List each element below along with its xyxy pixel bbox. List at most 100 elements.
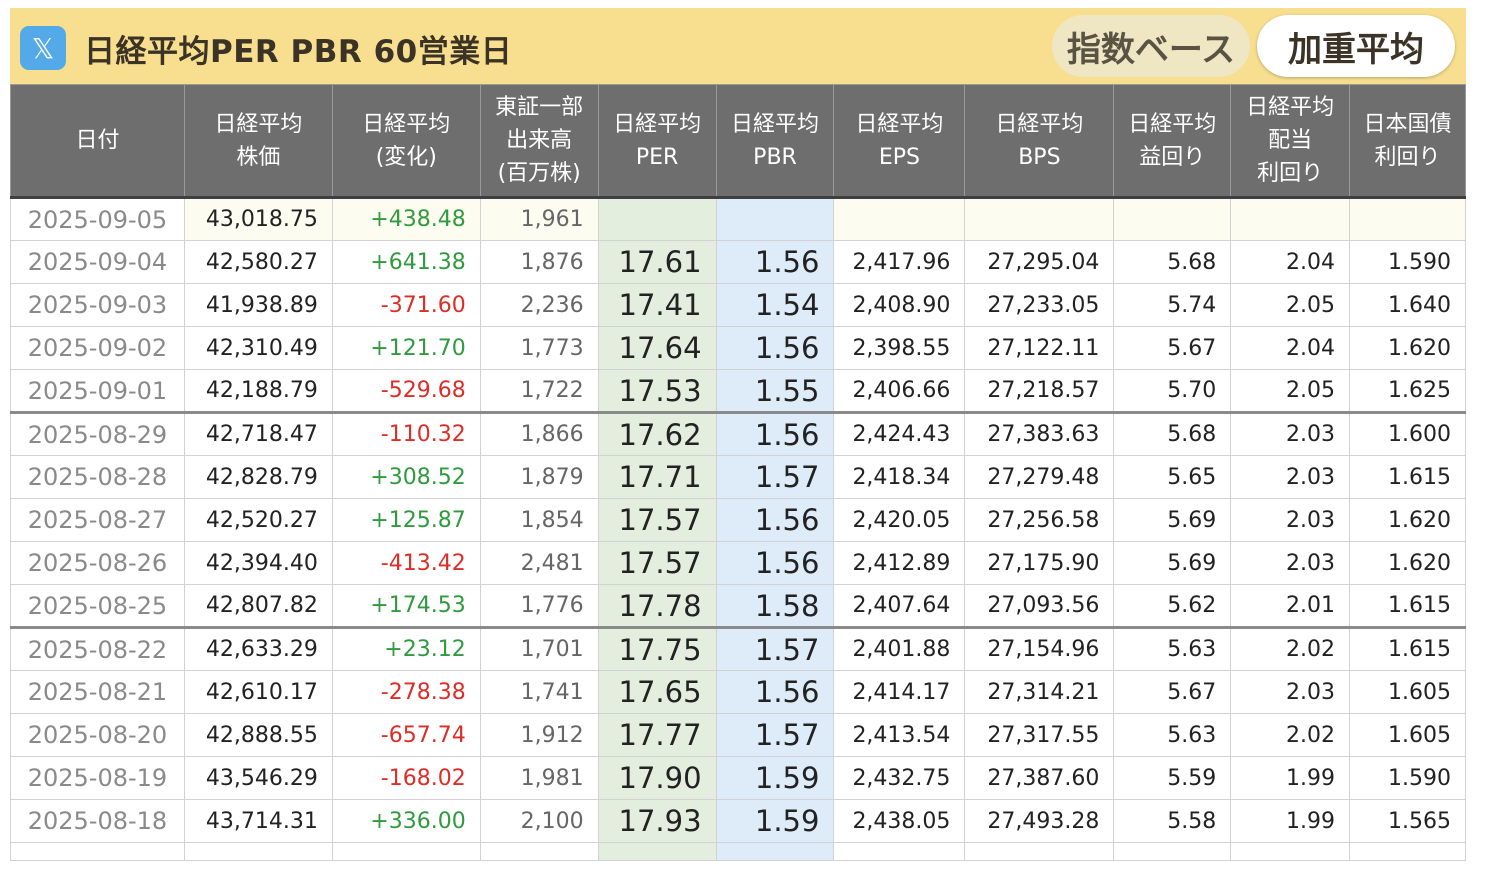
table-row: 2025-08-20 42,888.55 -657.74 1,912 17.77 1.57… (10, 713, 1466, 757)
cell-dividend-yield: 2.03 (1230, 670, 1351, 714)
cell-earnings-yield: 5.69 (1113, 498, 1232, 542)
cell-date: 2025-09-04 (10, 240, 185, 284)
table-row: 2025-09-03 41,938.89 -371.60 2,236 17.41 1.54… (10, 283, 1466, 327)
cell-change: +308.52 (331, 455, 481, 499)
cell-date: 2025-09-02 (10, 326, 185, 370)
cell-price: 42,888.55 (183, 713, 333, 757)
cell-earnings-yield: 5.63 (1113, 713, 1232, 757)
cell-volume: 1,854 (479, 498, 599, 542)
index-base-button[interactable]: 指数ベース (1052, 15, 1250, 77)
table-row: 2025-08-29 42,718.47 -110.32 1,866 17.62 1.56… (10, 411, 1466, 456)
cell-volume: 2,100 (479, 799, 599, 843)
cell-bps: 27,256.58 (964, 498, 1115, 542)
cell-volume: 2,236 (479, 283, 599, 327)
cell-change: -371.60 (331, 283, 481, 327)
cell-bps: 27,387.60 (964, 756, 1115, 800)
cell-date (10, 842, 185, 861)
cell-price: 42,520.27 (183, 498, 333, 542)
cell-eps: 2,417.96 (833, 240, 966, 284)
cell-pbr: 1.58 (715, 584, 835, 628)
cell-price: 42,610.17 (183, 670, 333, 714)
table-row: 2025-08-25 42,807.82 +174.53 1,776 17.78 1.58… (10, 584, 1466, 628)
cell-jgb-yield: 1.620 (1349, 326, 1466, 370)
cell-eps: 2,432.75 (833, 756, 966, 800)
cell-eps: 2,398.55 (833, 326, 966, 370)
cell-dividend-yield: 2.03 (1230, 498, 1351, 542)
cell-change: +438.48 (331, 197, 481, 241)
cell-volume: 1,866 (479, 411, 599, 456)
column-header-volume: 東証一部 出来高 (百万株) (479, 84, 599, 199)
cell-bps: 27,383.63 (964, 411, 1115, 456)
per-pbr-table: 日付 日経平均 株価 日経平均 (変化) 東証一部 出来高 (百万株) 日経平均 PER… (10, 84, 1466, 861)
cell-volume: 1,879 (479, 455, 599, 499)
cell-pbr: 1.59 (715, 756, 835, 800)
cell-eps: 2,420.05 (833, 498, 966, 542)
cell-dividend-yield: 2.05 (1230, 369, 1351, 413)
cell-jgb-yield: 1.615 (1349, 455, 1466, 499)
table-row: 2025-08-28 42,828.79 +308.52 1,879 17.71 1.57… (10, 455, 1466, 499)
cell-dividend-yield: 1.99 (1230, 799, 1351, 843)
cell-date: 2025-08-27 (10, 498, 185, 542)
cell-earnings-yield: 5.67 (1113, 670, 1232, 714)
cell-jgb-yield (1349, 197, 1466, 241)
cell-dividend-yield: 2.05 (1230, 283, 1351, 327)
cell-jgb-yield: 1.605 (1349, 670, 1466, 714)
cell-earnings-yield: 5.62 (1113, 584, 1232, 628)
cell-per: 17.93 (597, 799, 717, 843)
cell-volume: 1,773 (479, 326, 599, 370)
cell-price (183, 842, 333, 861)
weighted-average-button[interactable]: 加重平均 (1257, 15, 1455, 77)
cell-volume: 2,481 (479, 541, 599, 585)
cell-jgb-yield: 1.565 (1349, 799, 1466, 843)
column-header-per: 日経平均 PER (597, 84, 717, 199)
cell-earnings-yield (1113, 197, 1232, 241)
cell-jgb-yield: 1.615 (1349, 626, 1466, 671)
table-row: 2025-09-05 43,018.75 +438.48 1,961 (10, 197, 1466, 241)
cell-bps: 27,154.96 (964, 626, 1115, 671)
cell-date: 2025-09-01 (10, 369, 185, 413)
table-row: 2025-08-18 43,714.31 +336.00 2,100 17.93 1.59… (10, 799, 1466, 843)
cell-earnings-yield: 5.68 (1113, 240, 1232, 284)
table-body: 2025-09-05 43,018.75 +438.48 1,961 2025-09-0… (10, 197, 1466, 861)
table-row: 2025-09-02 42,310.49 +121.70 1,773 17.64 1.56… (10, 326, 1466, 370)
cell-eps: 2,414.17 (833, 670, 966, 714)
cell-per: 17.64 (597, 326, 717, 370)
cell-change: -110.32 (331, 411, 481, 456)
cell-eps: 2,413.54 (833, 713, 966, 757)
cell-eps: 2,406.66 (833, 369, 966, 413)
column-header-price: 日経平均 株価 (183, 84, 333, 199)
cell-price: 43,714.31 (183, 799, 333, 843)
cell-earnings-yield: 5.69 (1113, 541, 1232, 585)
cell-date: 2025-08-19 (10, 756, 185, 800)
cell-price: 43,546.29 (183, 756, 333, 800)
cell-per (597, 842, 717, 861)
cell-volume: 1,912 (479, 713, 599, 757)
cell-jgb-yield: 1.620 (1349, 498, 1466, 542)
cell-dividend-yield: 2.03 (1230, 541, 1351, 585)
cell-dividend-yield: 2.02 (1230, 626, 1351, 671)
cell-volume: 1,961 (479, 197, 599, 241)
cell-per: 17.41 (597, 283, 717, 327)
cell-dividend-yield: 2.04 (1230, 326, 1351, 370)
cell-change: +23.12 (331, 626, 481, 671)
cell-change: -413.42 (331, 541, 481, 585)
table-row: 2025-08-19 43,546.29 -168.02 1,981 17.90 1.59… (10, 756, 1466, 800)
cell-bps (964, 197, 1115, 241)
cell-pbr: 1.54 (715, 283, 835, 327)
cell-jgb-yield: 1.600 (1349, 411, 1466, 456)
cell-price: 42,310.49 (183, 326, 333, 370)
cell-eps: 2,438.05 (833, 799, 966, 843)
cell-pbr: 1.57 (715, 626, 835, 671)
cell-dividend-yield: 2.01 (1230, 584, 1351, 628)
cell-jgb-yield: 1.625 (1349, 369, 1466, 413)
cell-bps: 27,279.48 (964, 455, 1115, 499)
cell-per: 17.71 (597, 455, 717, 499)
cell-date: 2025-08-20 (10, 713, 185, 757)
table-row: 2025-08-27 42,520.27 +125.87 1,854 17.57 1.56… (10, 498, 1466, 542)
cell-volume: 1,776 (479, 584, 599, 628)
cell-earnings-yield: 5.63 (1113, 626, 1232, 671)
cell-earnings-yield: 5.70 (1113, 369, 1232, 413)
cell-per (597, 197, 717, 241)
cell-per: 17.61 (597, 240, 717, 284)
x-logo-icon[interactable]: 𝕏 (20, 26, 66, 70)
